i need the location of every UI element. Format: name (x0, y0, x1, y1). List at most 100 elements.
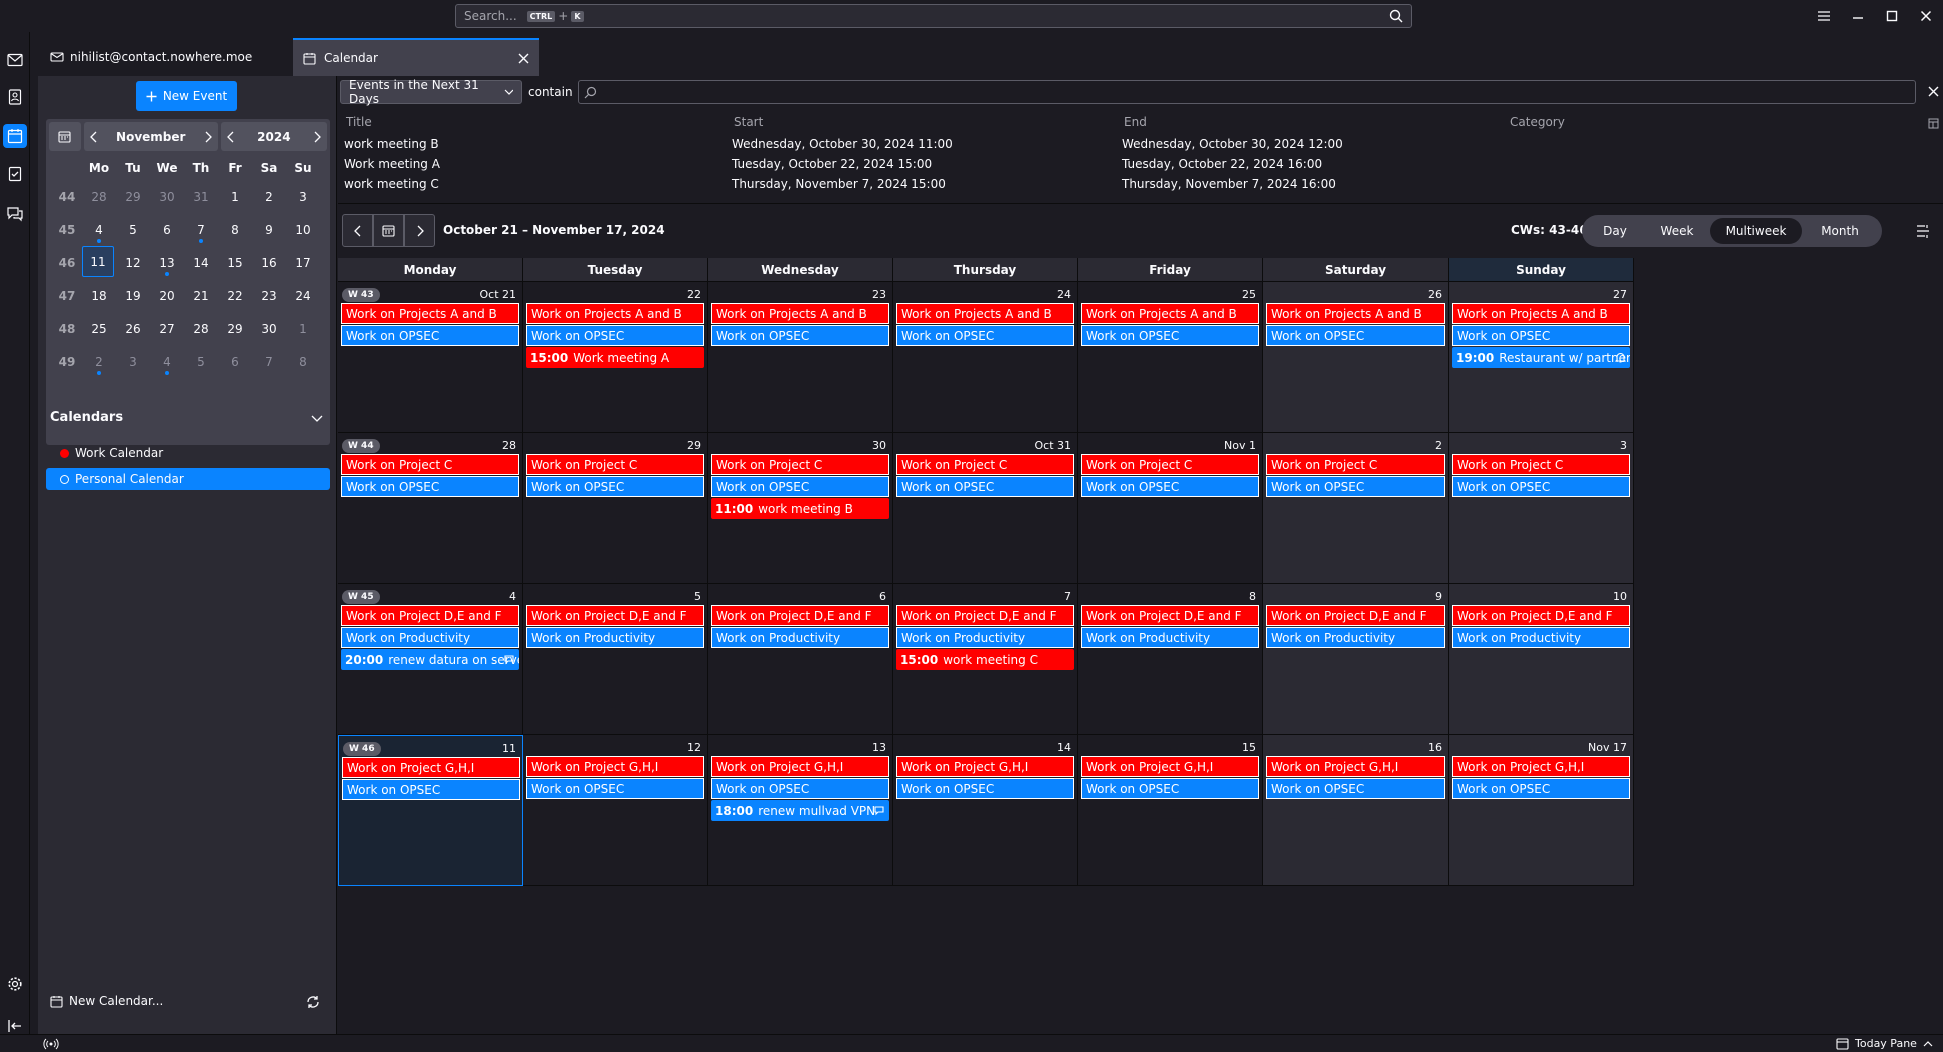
all-day-event[interactable]: Work on OPSEC (1266, 325, 1445, 346)
all-day-event[interactable]: Work on Projects A and B (341, 303, 519, 324)
next-year-icon[interactable] (313, 131, 321, 143)
all-day-event[interactable]: Work on OPSEC (1452, 325, 1630, 346)
all-day-event[interactable]: Work on Projects A and B (1452, 303, 1630, 324)
address-book-space-icon[interactable] (3, 85, 27, 109)
column-picker-icon[interactable] (1928, 118, 1939, 129)
minimonth-week-number[interactable]: 44 (58, 189, 76, 204)
minimonth-day[interactable]: 4 (150, 345, 184, 378)
day-number[interactable]: 12 (687, 741, 701, 754)
event-search-input[interactable] (578, 80, 1916, 104)
day-cell[interactable]: 11 W 46 Work on Project G,H,I Work on OPSEC (338, 735, 523, 886)
all-day-event[interactable]: Work on Project D,E and F (341, 605, 519, 626)
day-number[interactable]: 26 (1428, 288, 1442, 301)
day-number[interactable]: 29 (687, 439, 701, 452)
minimonth-day[interactable]: 6 (150, 213, 184, 246)
column-header-end[interactable]: End (1124, 115, 1147, 129)
minimonth-day[interactable]: 16 (252, 246, 286, 279)
all-day-event[interactable]: Work on OPSEC (1452, 476, 1630, 497)
all-day-event[interactable]: Work on Project D,E and F (1266, 605, 1445, 626)
day-number[interactable]: 13 (872, 741, 886, 754)
day-number[interactable]: Oct 31 (1034, 439, 1071, 452)
day-number[interactable]: 27 (1613, 288, 1627, 301)
day-cell[interactable]: 14 Work on Project G,H,I Work on OPSEC (893, 735, 1078, 886)
week-number-badge[interactable]: W 46 (343, 742, 381, 756)
day-number[interactable]: 7 (1064, 590, 1071, 603)
all-day-event[interactable]: Work on OPSEC (341, 476, 519, 497)
new-event-button[interactable]: New Event (136, 81, 237, 111)
all-day-event[interactable]: Work on OPSEC (711, 476, 889, 497)
next-period-button[interactable] (404, 214, 435, 247)
all-day-event[interactable]: Work on Project G,H,I (526, 756, 704, 777)
all-day-event[interactable]: Work on OPSEC (1081, 325, 1259, 346)
all-day-event[interactable]: Work on OPSEC (1081, 476, 1259, 497)
search-icon[interactable] (1389, 9, 1403, 23)
previous-year-icon[interactable] (226, 131, 235, 143)
day-cell[interactable]: 8 Work on Project D,E and F Work on Produc… (1078, 584, 1263, 735)
minimonth-day[interactable]: 6 (218, 345, 252, 378)
day-number[interactable]: 22 (687, 288, 701, 301)
online-status-icon[interactable] (43, 1038, 59, 1050)
previous-period-button[interactable] (342, 214, 373, 247)
column-header-category[interactable]: Category (1510, 115, 1565, 129)
day-cell[interactable]: 30 Work on Project C Work on OPSEC 11:00 wor… (708, 433, 893, 584)
all-day-event[interactable]: Work on Project C (711, 454, 889, 475)
close-tab-icon[interactable] (518, 53, 529, 64)
all-day-event[interactable]: Work on OPSEC (896, 325, 1074, 346)
all-day-event[interactable]: Work on OPSEC (1081, 778, 1259, 799)
tab-day[interactable]: Day (1603, 224, 1627, 238)
day-cell[interactable]: 26 Work on Projects A and B Work on OPSEC (1263, 282, 1449, 433)
minimonth-day[interactable]: 26 (116, 312, 150, 345)
day-number[interactable]: 15 (1242, 741, 1256, 754)
new-calendar-button[interactable]: New Calendar... (50, 994, 163, 1008)
all-day-event[interactable]: Work on OPSEC (526, 325, 704, 346)
week-number-badge[interactable]: W 44 (342, 439, 380, 453)
day-number[interactable]: 4 (509, 590, 516, 603)
all-day-event[interactable]: Work on OPSEC (1452, 778, 1630, 799)
day-number[interactable]: 10 (1613, 590, 1627, 603)
minimonth-week-number[interactable]: 48 (58, 321, 76, 336)
minimonth-day[interactable]: 28 (82, 180, 116, 213)
app-menu-icon[interactable] (1814, 6, 1834, 26)
day-cell[interactable]: Nov 17 Work on Project G,H,I Work on OPSEC (1449, 735, 1634, 886)
all-day-event[interactable]: Work on Project C (341, 454, 519, 475)
all-day-event[interactable]: Work on OPSEC (526, 778, 704, 799)
all-day-event[interactable]: Work on Project G,H,I (1081, 756, 1259, 777)
week-number-badge[interactable]: W 43 (342, 288, 380, 302)
all-day-event[interactable]: Work on Projects A and B (1266, 303, 1445, 324)
day-cell[interactable]: 22 Work on Projects A and B Work on OPSEC 1… (523, 282, 708, 433)
day-number[interactable]: 2 (1435, 439, 1442, 452)
day-cell[interactable]: 4 W 45 Work on Project D,E and F Work on Pr… (338, 584, 523, 735)
all-day-event[interactable]: Work on Project C (1452, 454, 1630, 475)
day-cell[interactable]: 23 Work on Projects A and B Work on OPSEC (708, 282, 893, 433)
minimonth-day[interactable]: 2 (82, 345, 116, 378)
minimonth-day[interactable]: 21 (184, 279, 218, 312)
timed-event[interactable]: 11:00 work meeting B (711, 498, 889, 519)
minimonth-day[interactable]: 24 (286, 279, 320, 312)
all-day-event[interactable]: Work on Project D,E and F (1452, 605, 1630, 626)
column-header-start[interactable]: Start (734, 115, 764, 129)
minimonth-day[interactable]: 1 (218, 180, 252, 213)
day-cell[interactable]: 15 Work on Project G,H,I Work on OPSEC (1078, 735, 1263, 886)
day-number[interactable]: 28 (502, 439, 516, 452)
tab-multiweek[interactable]: Multiweek (1710, 218, 1802, 244)
minimonth-today[interactable]: 11 (82, 246, 114, 277)
day-cell[interactable]: 16 Work on Project G,H,I Work on OPSEC (1263, 735, 1449, 886)
all-day-event[interactable]: Work on OPSEC (711, 325, 889, 346)
minimonth-day[interactable]: 18 (82, 279, 116, 312)
minimonth-day[interactable]: 17 (286, 246, 320, 279)
minimonth-week-number[interactable]: 46 (58, 255, 76, 270)
minimonth-day[interactable]: 27 (150, 312, 184, 345)
all-day-event[interactable]: Work on Productivity (526, 627, 704, 648)
minimonth-day[interactable]: 14 (184, 246, 218, 279)
all-day-event[interactable]: Work on Project D,E and F (1081, 605, 1259, 626)
day-number[interactable]: 6 (879, 590, 886, 603)
minimonth-day[interactable]: 8 (286, 345, 320, 378)
day-number[interactable]: 25 (1242, 288, 1256, 301)
day-number[interactable]: 9 (1435, 590, 1442, 603)
all-day-event[interactable]: Work on Productivity (896, 627, 1074, 648)
day-cell[interactable]: 3 Work on Project C Work on OPSEC (1449, 433, 1634, 584)
minimonth-week-number[interactable]: 47 (58, 288, 76, 303)
minimonth-day[interactable]: 20 (150, 279, 184, 312)
day-number[interactable]: 5 (694, 590, 701, 603)
minimonth-day[interactable]: 9 (252, 213, 286, 246)
